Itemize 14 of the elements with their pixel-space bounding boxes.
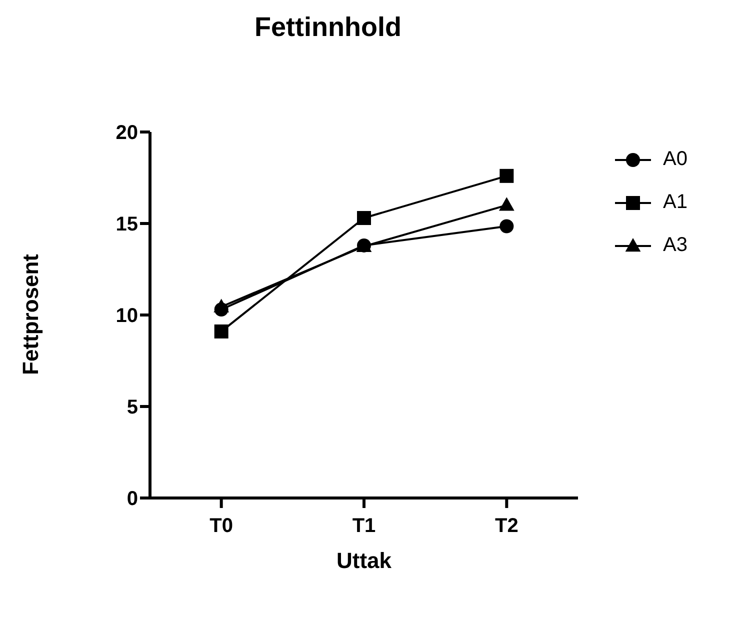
y-tick-label: 20: [116, 122, 138, 144]
y-tick-label: 5: [126, 396, 138, 419]
legend-label: A0: [663, 148, 688, 171]
y-tick-label: 0: [126, 488, 138, 510]
y-tick-label: 15: [116, 214, 138, 236]
chart-title: Fettinnhold: [254, 12, 402, 43]
y-tick-label: 10: [116, 305, 138, 328]
y-axis-title: Fettprosent: [18, 253, 43, 375]
x-tick-label: T0: [210, 515, 234, 538]
x-tick-label: T1: [352, 515, 376, 538]
legend-label: A3: [663, 234, 688, 257]
x-axis-title: Uttak: [336, 548, 392, 573]
legend-label: A1: [663, 191, 688, 214]
x-tick-label: T2: [494, 515, 518, 538]
